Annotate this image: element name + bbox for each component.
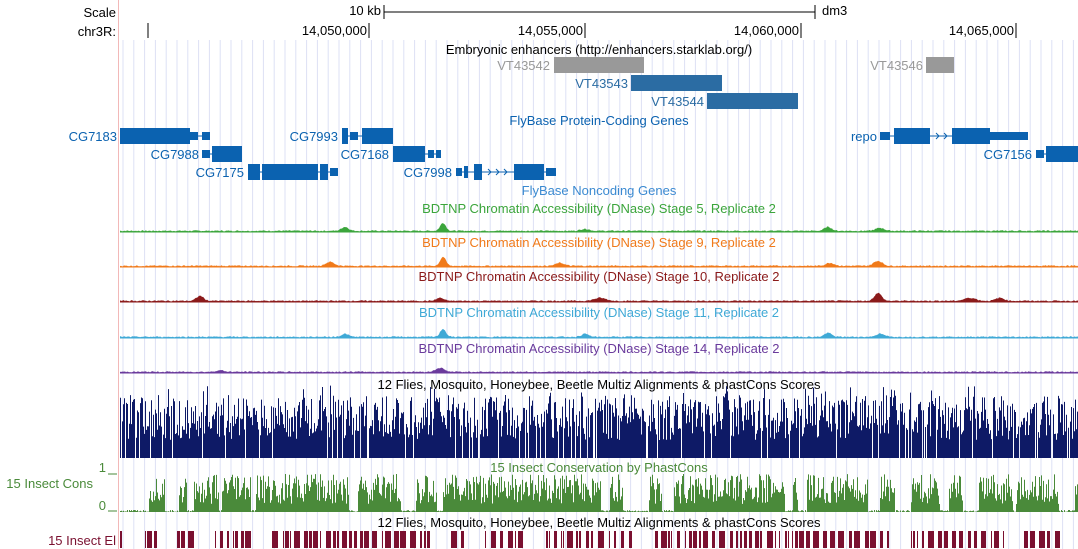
- gene-cg7993[interactable]: [342, 128, 393, 144]
- enhancer-vt43544[interactable]: [707, 93, 798, 109]
- scale-bar-text: 10 kb: [349, 3, 381, 18]
- dnase-stage9-track[interactable]: BDTNP Chromatin Accessibility (DNase) St…: [120, 235, 1078, 268]
- elements-signal: [120, 531, 1060, 548]
- dnase-stage9-signal: [120, 256, 1078, 267]
- cons-track-title: 15 Insect Conservation by PhastCons: [490, 460, 708, 475]
- genes-track-title: FlyBase Protein-Coding Genes: [509, 113, 689, 128]
- position-3: 14,060,000: [734, 23, 799, 38]
- vertical-guidelines: [122, 40, 1074, 549]
- multiz-track[interactable]: 12 Flies, Mosquito, Honeybee, Beetle Mul…: [120, 377, 1078, 458]
- dnase-stage11-signal: [120, 328, 1078, 338]
- position-4: 14,065,000: [949, 23, 1014, 38]
- elements-track[interactable]: 12 Flies, Mosquito, Honeybee, Beetle Mul…: [48, 515, 1060, 548]
- gene-cg7183[interactable]: [120, 128, 210, 144]
- cons-side-label: 15 Insect Cons: [6, 476, 93, 491]
- enhancers-track-title: Embryonic enhancers (http://enhancers.st…: [446, 42, 752, 57]
- dnase-stage14-signal: [120, 367, 1078, 373]
- dnase-stage14-title: BDTNP Chromatin Accessibility (DNase) St…: [418, 341, 779, 356]
- chrom-label: chr3R:: [78, 24, 116, 39]
- dnase-stage9-title: BDTNP Chromatin Accessibility (DNase) St…: [422, 235, 776, 250]
- gene-label-cg7156: CG7156: [984, 147, 1032, 162]
- enhancer-label-vt43546: VT43546: [870, 58, 923, 73]
- gene-label-cg7175: CG7175: [196, 165, 244, 180]
- dnase-stage11-track[interactable]: BDTNP Chromatin Accessibility (DNase) St…: [120, 305, 1078, 339]
- dnase-stage10-track[interactable]: BDTNP Chromatin Accessibility (DNase) St…: [120, 269, 1078, 303]
- dnase-stage5-signal: [120, 223, 1078, 232]
- gene-cg7156[interactable]: [1036, 146, 1078, 162]
- cons-ymax: 1: [99, 460, 106, 475]
- dnase-stage5-title: BDTNP Chromatin Accessibility (DNase) St…: [422, 201, 776, 216]
- gene-repo[interactable]: [880, 128, 1028, 144]
- gene-label-cg7183: CG7183: [69, 129, 117, 144]
- elements-side-label: 15 Insect El: [48, 533, 116, 548]
- dnase-stage10-signal: [120, 292, 1078, 302]
- cons-signal: [120, 474, 1078, 512]
- enhancers-track[interactable]: Embryonic enhancers (http://enhancers.st…: [446, 42, 954, 109]
- dnase-stage14-track[interactable]: BDTNP Chromatin Accessibility (DNase) St…: [120, 341, 1078, 374]
- dnase-stage5-track[interactable]: BDTNP Chromatin Accessibility (DNase) St…: [120, 201, 1078, 233]
- multiz-track-title: 12 Flies, Mosquito, Honeybee, Beetle Mul…: [378, 377, 821, 392]
- gene-label-cg7993: CG7993: [290, 129, 338, 144]
- gene-cg7168[interactable]: [393, 146, 441, 162]
- scale-label: Scale: [83, 5, 116, 20]
- cons-track[interactable]: 15 Insect Cons 1 0 15 Insect Conservatio…: [6, 460, 1078, 513]
- gene-label-repo: repo: [851, 129, 877, 144]
- enhancer-vt43546[interactable]: [926, 57, 954, 73]
- enhancer-label-vt43543: VT43543: [575, 76, 628, 91]
- noncoding-track-title[interactable]: FlyBase Noncoding Genes: [522, 183, 677, 198]
- position-1: 14,050,000: [302, 23, 367, 38]
- multiz-signal: [120, 385, 1078, 458]
- dnase-stage10-title: BDTNP Chromatin Accessibility (DNase) St…: [418, 269, 779, 284]
- cons-ymin: 0: [99, 498, 106, 513]
- elements-track-title: 12 Flies, Mosquito, Honeybee, Beetle Mul…: [378, 515, 821, 530]
- gene-cg7988[interactable]: [202, 146, 242, 162]
- enhancer-label-vt43544: VT43544: [651, 94, 704, 109]
- gene-cg7175[interactable]: [248, 164, 338, 180]
- enhancer-vt43543[interactable]: [631, 75, 722, 91]
- assembly-label: dm3: [822, 3, 847, 18]
- ruler[interactable]: Scale 10 kb dm3 chr3R: 14,050,000 14,055…: [78, 3, 1017, 39]
- gene-label-cg7168: CG7168: [341, 147, 389, 162]
- gene-label-cg7998: CG7998: [404, 165, 452, 180]
- dnase-stage11-title: BDTNP Chromatin Accessibility (DNase) St…: [419, 305, 779, 320]
- enhancer-label-vt43542: VT43542: [497, 58, 550, 73]
- genes-track[interactable]: FlyBase Protein-Coding Genes CG7183 CG79…: [69, 113, 1078, 180]
- position-2: 14,055,000: [518, 23, 583, 38]
- gene-label-cg7988: CG7988: [151, 147, 199, 162]
- enhancer-vt43542[interactable]: [554, 57, 644, 73]
- gene-cg7998[interactable]: [456, 164, 556, 180]
